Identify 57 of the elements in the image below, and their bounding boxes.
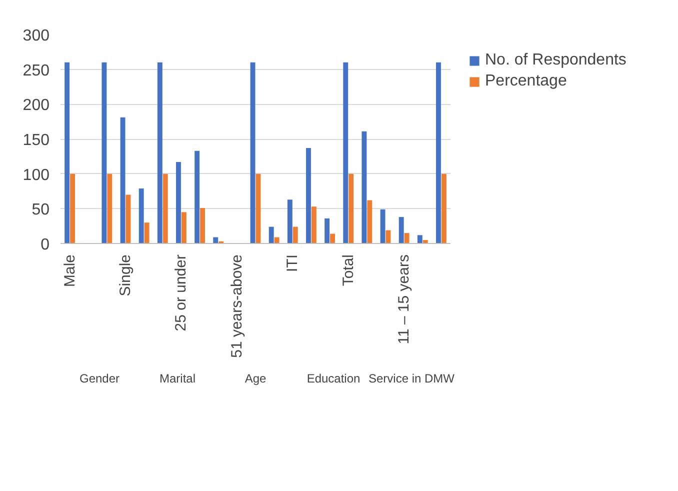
bar	[436, 62, 441, 244]
bar	[348, 174, 354, 244]
y-tick-label: 300	[22, 28, 50, 44]
y-tick-label: 0	[40, 236, 50, 254]
bar	[181, 212, 186, 244]
bar	[120, 117, 126, 244]
bar	[250, 62, 256, 244]
bar	[200, 208, 205, 244]
bar	[330, 234, 335, 244]
bar	[306, 148, 311, 244]
bar	[64, 62, 70, 244]
bar	[256, 174, 261, 244]
x-tick-label: 11 – 15 years	[396, 254, 413, 344]
bar	[138, 188, 144, 244]
bar	[292, 226, 298, 244]
bar	[213, 237, 218, 244]
bar	[324, 218, 330, 244]
y-tick-label: 50	[32, 202, 50, 219]
y-tick-label: 100	[22, 166, 50, 184]
bar	[194, 150, 200, 244]
x-tick-label: Single	[117, 254, 134, 296]
legend-label: No. of Respondents	[485, 52, 626, 70]
bar	[268, 226, 274, 244]
bar	[176, 162, 181, 244]
bar	[144, 222, 150, 244]
x-tick-label: ITI	[284, 254, 302, 272]
x-tick-label: 25 or under	[172, 254, 190, 332]
text: Age	[244, 372, 266, 386]
bar	[70, 174, 75, 244]
bar	[126, 194, 131, 244]
bar	[404, 233, 410, 244]
bar	[441, 174, 446, 244]
bar	[311, 206, 316, 244]
y-tick-label: 250	[22, 62, 50, 80]
text: Gender	[79, 372, 120, 386]
bar	[362, 131, 367, 244]
bar	[343, 62, 348, 244]
bar	[102, 62, 107, 244]
text: Service in DMW	[368, 372, 456, 386]
bar	[107, 174, 112, 244]
x-tick-label: Male	[61, 254, 78, 288]
x-tick-label: 51 years-above	[228, 254, 246, 358]
bar	[157, 62, 162, 244]
bar	[417, 235, 422, 244]
legend-label: Percentage	[485, 72, 567, 90]
bar	[398, 217, 404, 244]
bar	[274, 237, 280, 244]
text: Marital	[159, 372, 196, 386]
text: Education	[306, 372, 360, 386]
bar	[386, 230, 391, 244]
y-tick-label: 200	[22, 97, 50, 114]
y-tick-label: 150	[22, 132, 50, 149]
x-tick-label: Total	[340, 254, 357, 286]
bar	[162, 174, 168, 244]
bar	[287, 200, 292, 244]
bar	[380, 209, 386, 244]
bar	[367, 200, 372, 244]
